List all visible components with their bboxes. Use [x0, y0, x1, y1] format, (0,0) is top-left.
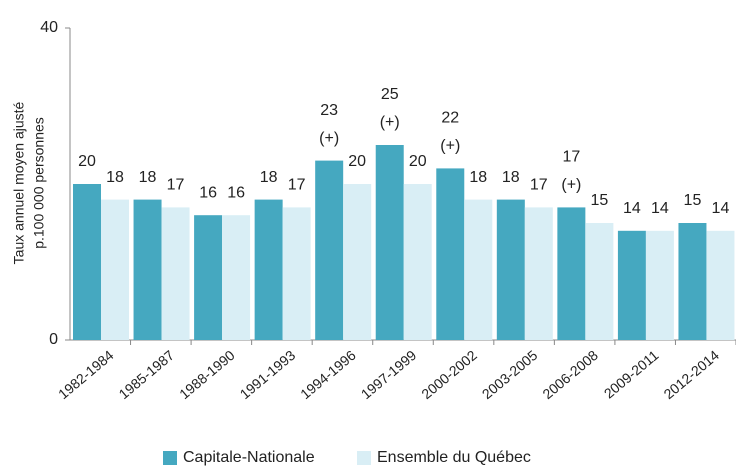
x-tick-label: 2003-2005 [479, 347, 541, 402]
y-axis-label: Taux annuel moyen ajusté [11, 101, 27, 264]
legend-swatch [357, 451, 371, 465]
bar [375, 145, 404, 340]
bar [496, 199, 525, 340]
annotation: (+) [319, 130, 339, 147]
x-tick-label: 1994-1996 [297, 347, 359, 402]
x-tick-label: 1997-1999 [358, 347, 420, 402]
data-label: 18 [139, 169, 157, 186]
data-label: 16 [227, 184, 245, 201]
bar [254, 199, 283, 340]
data-label: 25 [381, 86, 399, 103]
data-label: 18 [260, 169, 278, 186]
data-label: 16 [199, 184, 217, 201]
data-label: 15 [590, 192, 608, 209]
bar [524, 207, 553, 340]
bar [464, 199, 493, 340]
data-label: 20 [78, 153, 96, 170]
x-tick-label: 2000-2002 [418, 347, 480, 402]
x-tick-label: 1985-1987 [116, 347, 178, 402]
bar [282, 207, 311, 340]
data-label: 18 [469, 169, 487, 186]
data-label: 22 [441, 110, 459, 127]
data-label: 14 [623, 200, 641, 217]
data-label: 18 [502, 169, 520, 186]
data-label: 23 [320, 102, 338, 119]
bar [436, 168, 465, 340]
y-axis-label: p.100 000 personnes [31, 117, 47, 249]
x-tick-label: 1982-1984 [55, 347, 117, 402]
bar [403, 184, 432, 340]
bar [315, 160, 344, 340]
annotation: (+) [561, 177, 581, 194]
data-label: 14 [712, 200, 730, 217]
data-label: 17 [530, 177, 548, 194]
bar [585, 223, 614, 340]
bar [101, 199, 129, 340]
bar [194, 215, 223, 340]
data-label: 18 [106, 169, 124, 186]
bar [73, 184, 101, 340]
bar [645, 230, 674, 340]
annotation: (+) [440, 138, 460, 155]
data-label: 17 [562, 149, 580, 166]
bar [133, 199, 162, 340]
legend-swatch [163, 451, 177, 465]
x-tick-label: 1988-1990 [176, 347, 238, 402]
data-label: 15 [684, 192, 702, 209]
legend-label: Capitale-Nationale [183, 449, 315, 466]
data-label: 14 [651, 200, 669, 217]
x-tick-label: 2012-2014 [660, 347, 722, 402]
y-tick-label: 0 [49, 331, 58, 348]
x-tick-label: 2009-2011 [601, 347, 662, 402]
bar [557, 207, 586, 340]
data-label: 20 [348, 153, 366, 170]
data-label: 17 [288, 177, 306, 194]
x-tick-label: 2006-2008 [539, 347, 601, 402]
bar [161, 207, 190, 340]
legend-label: Ensemble du Québec [377, 449, 531, 466]
y-tick-label: 40 [40, 19, 58, 36]
bar [706, 230, 735, 340]
bar [343, 184, 372, 340]
annotation: (+) [380, 114, 400, 131]
data-label: 17 [167, 177, 185, 194]
bar [222, 215, 251, 340]
bar [678, 223, 707, 340]
data-label: 20 [409, 153, 427, 170]
bar [617, 230, 646, 340]
x-tick-label: 1991-1993 [237, 347, 299, 402]
